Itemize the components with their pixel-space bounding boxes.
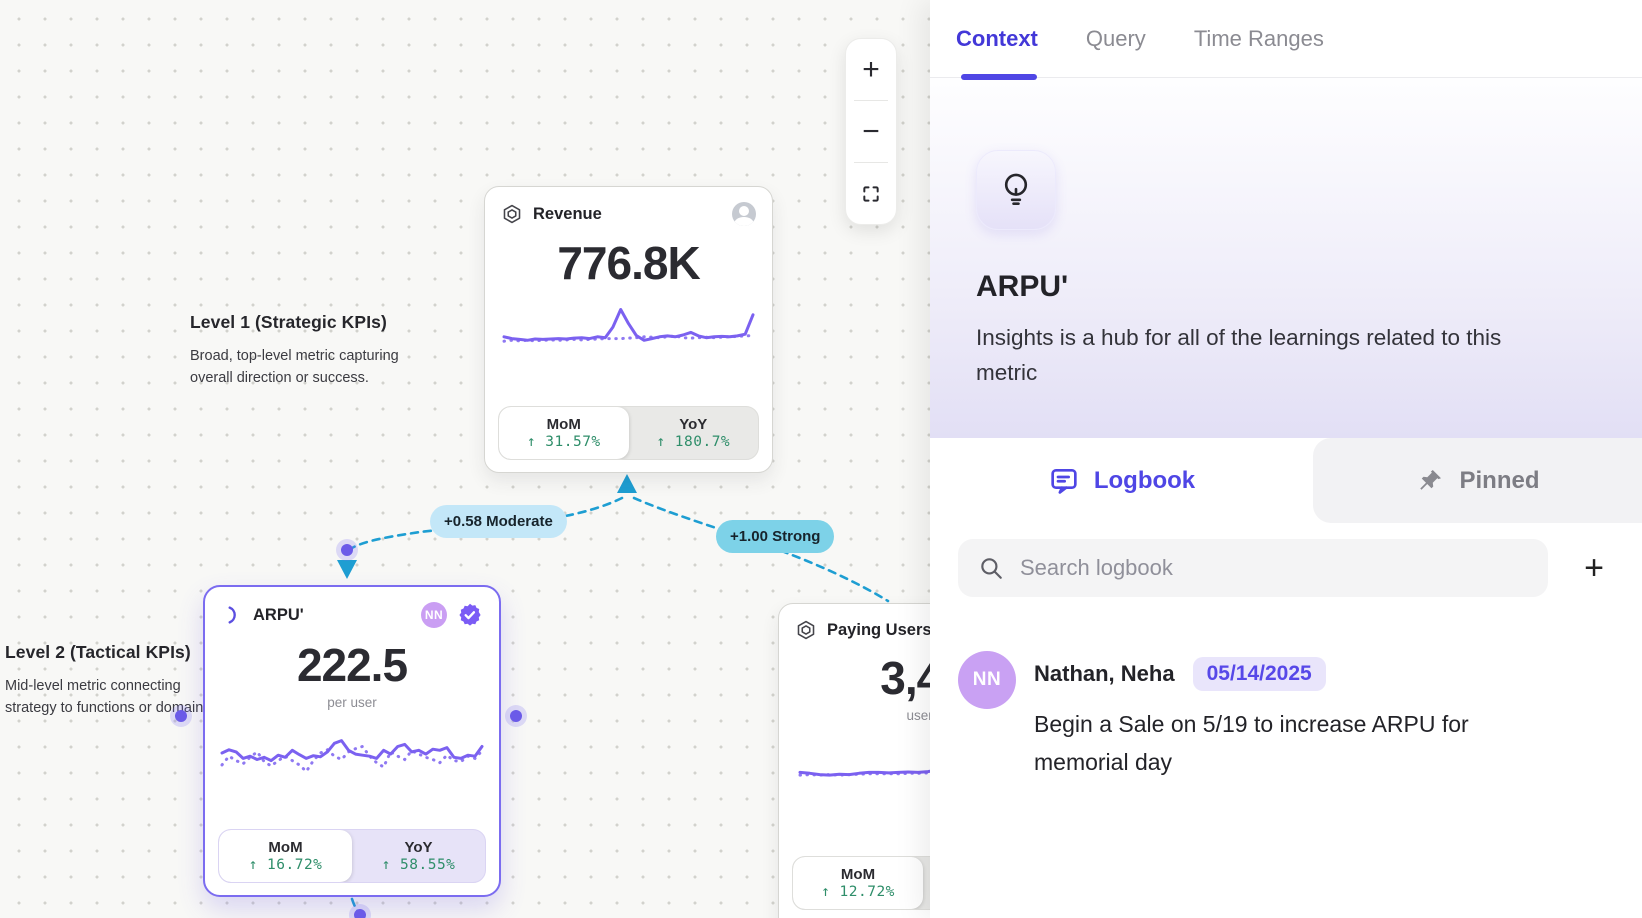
- metric-card-revenue[interactable]: Revenue 776.8K MoM ↑ 31.57% YoY ↑ 180.7%: [484, 186, 773, 473]
- logbook-toolbar: +: [958, 539, 1614, 597]
- sparkline-chart: [502, 308, 755, 343]
- level-1-description: Broad, top-level metric capturing overal…: [190, 348, 399, 386]
- entry-body: Nathan, Neha 05/14/2025 Begin a Sale on …: [1034, 651, 1534, 781]
- correlation-label-moderate[interactable]: +0.58 Moderate: [430, 505, 567, 538]
- verified-badge-icon[interactable]: [457, 602, 483, 628]
- entry-author: Nathan, Neha: [1034, 661, 1175, 686]
- metric-detail-panel: Context Query Time Ranges ARPU' Insights…: [930, 0, 1642, 918]
- active-tab-indicator: [961, 74, 1037, 80]
- metric-card-arpu[interactable]: ARPU' NN 222.5 per user MoM ↑ 16.72% YoY…: [203, 585, 501, 897]
- arrowhead-into-arpu: [337, 560, 357, 579]
- level-1-title: Level 1 (Strategic KPIs): [190, 312, 387, 332]
- mom-value: ↑ 16.72%: [248, 857, 323, 873]
- tab-logbook[interactable]: Logbook: [930, 438, 1313, 523]
- hexagon-metric-icon: [797, 620, 815, 640]
- fit-view-button[interactable]: [846, 163, 896, 224]
- divider: [854, 162, 888, 163]
- lightbulb-icon: [1004, 173, 1028, 205]
- logbook-search-box[interactable]: [958, 539, 1548, 597]
- card-title: Revenue: [533, 204, 602, 223]
- tab-pinned[interactable]: Pinned: [1313, 438, 1642, 523]
- metric-unit: per user: [327, 695, 377, 710]
- add-entry-button[interactable]: +: [1574, 548, 1614, 588]
- search-icon: [981, 558, 1002, 579]
- zoom-out-button[interactable]: −: [846, 101, 896, 162]
- card-title: ARPU': [253, 605, 304, 624]
- period-toggle: MoM ↑ 16.72% YoY ↑ 58.55%: [218, 829, 486, 883]
- tab-time-ranges[interactable]: Time Ranges: [1193, 25, 1324, 51]
- crescent-metric-icon: [228, 606, 236, 624]
- yoy-toggle[interactable]: YoY ↑ 58.55%: [352, 830, 485, 882]
- level-1-annotation: Level 1 (Strategic KPIs) Broad, top-leve…: [190, 312, 430, 389]
- correlation-label-text: +0.58 Moderate: [444, 513, 553, 530]
- metric-description: Insights is a hub for all of the learnin…: [976, 325, 1502, 385]
- metric-context-hero: ARPU' Insights is a hub for all of the l…: [930, 78, 1642, 438]
- connector-handle[interactable]: [354, 909, 366, 918]
- level-2-title: Level 2 (Tactical KPIs): [5, 642, 191, 662]
- card-header: ARPU' NN: [205, 587, 499, 628]
- yoy-label: YoY: [679, 416, 708, 433]
- level-2-description: Mid-level metric connecting strategy to …: [5, 678, 211, 716]
- yoy-value: ↑ 58.55%: [381, 857, 456, 873]
- mom-label: MoM: [268, 839, 303, 856]
- metric-tree-canvas[interactable]: +0.58 Moderate +1.00 Strong + − Level 1 …: [0, 0, 1068, 918]
- logbook-tab-label: Logbook: [1093, 466, 1196, 494]
- panel-tab-bar: Context Query Time Ranges: [930, 0, 1642, 80]
- canvas-zoom-toolbar: + −: [845, 38, 897, 225]
- mom-value: ↑ 12.72%: [821, 884, 895, 900]
- mom-toggle[interactable]: MoM ↑ 12.72%: [793, 857, 923, 909]
- metric-value: 222.5: [296, 639, 408, 691]
- logbook-icon: [1051, 468, 1077, 494]
- mom-value: ↑ 31.57%: [526, 434, 601, 450]
- entry-date-badge: 05/14/2025: [1192, 657, 1326, 691]
- mom-toggle[interactable]: MoM ↑ 31.57%: [499, 407, 629, 459]
- mom-label: MoM: [840, 866, 876, 883]
- correlation-label-strong[interactable]: +1.00 Strong: [716, 520, 835, 553]
- sparkline-chart: [220, 739, 484, 774]
- connector-handle[interactable]: [175, 710, 187, 722]
- period-toggle: MoM ↑ 31.57% YoY ↑ 180.7%: [498, 406, 759, 460]
- connector-handle[interactable]: [341, 544, 353, 556]
- card-header: Revenue: [485, 187, 772, 226]
- logbook-entry[interactable]: NN Nathan, Neha 05/14/2025 Begin a Sale …: [958, 651, 1614, 781]
- pinned-tab-label: Pinned: [1459, 466, 1540, 494]
- tab-context[interactable]: Context: [956, 25, 1038, 51]
- yoy-value: ↑ 180.7%: [656, 434, 731, 450]
- logbook-content: + NN Nathan, Neha 05/14/2025 Begin a Sal…: [930, 523, 1642, 918]
- metric-value: 776.8K: [557, 237, 700, 289]
- search-input[interactable]: [1020, 555, 1528, 581]
- insight-icon-box: [976, 150, 1056, 230]
- mom-toggle[interactable]: MoM ↑ 16.72%: [219, 830, 352, 882]
- owner-avatar[interactable]: NN: [421, 602, 447, 628]
- metric-name-heading: ARPU': [976, 270, 1069, 303]
- divider: [854, 100, 888, 101]
- fullscreen-icon: [863, 185, 879, 202]
- entry-avatar: NN: [958, 651, 1016, 709]
- pin-icon: [1420, 469, 1442, 490]
- logbook-pinned-tab-bar: Logbook Pinned: [930, 438, 1642, 523]
- arrowhead-into-revenue: [617, 474, 637, 493]
- card-title: Paying Users': [827, 620, 936, 639]
- hexagon-metric-icon: [503, 204, 521, 224]
- card-header: Paying Users': [779, 604, 1067, 641]
- owner-avatar-icon[interactable]: [732, 202, 756, 226]
- tab-query[interactable]: Query: [1085, 25, 1146, 51]
- entry-text: Begin a Sale on 5/19 to increase ARPU fo…: [1034, 711, 1469, 775]
- mom-label: MoM: [546, 416, 581, 433]
- level-2-annotation: Level 2 (Tactical KPIs) Mid-level metric…: [5, 642, 211, 719]
- connector-handle[interactable]: [510, 710, 522, 722]
- correlation-label-text: +1.00 Strong: [730, 528, 821, 545]
- zoom-in-button[interactable]: +: [846, 39, 896, 100]
- yoy-toggle[interactable]: YoY ↑ 180.7%: [629, 407, 759, 459]
- entry-header: Nathan, Neha 05/14/2025: [1034, 657, 1534, 691]
- yoy-label: YoY: [404, 839, 433, 856]
